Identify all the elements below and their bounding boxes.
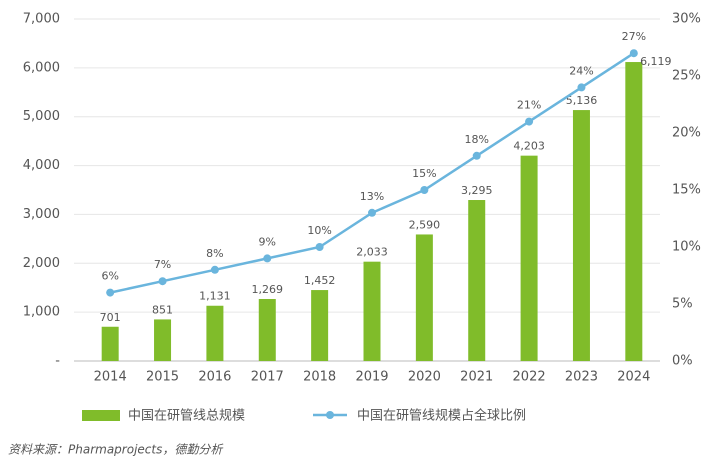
bar-label: 4,203 [513, 140, 545, 153]
bar-label: 851 [152, 303, 173, 316]
x-tick-label: 2024 [617, 370, 650, 385]
y2-tick-label: 15% [672, 183, 701, 198]
line-label: 21% [517, 99, 541, 112]
bar [468, 200, 486, 361]
line-point [158, 277, 167, 286]
bar [572, 110, 590, 361]
y-tick-label: 7,000 [23, 12, 60, 27]
bar-label: 3,295 [461, 184, 493, 197]
x-tick-label: 2021 [460, 370, 493, 385]
bar [206, 305, 224, 361]
line-label: 13% [360, 190, 384, 203]
x-tick-label: 2020 [408, 370, 441, 385]
line-point [472, 151, 481, 160]
legend-swatch [82, 410, 120, 421]
line-label: 9% [259, 235, 276, 248]
y2-tick-label: 30% [672, 12, 701, 27]
legend-swatch [326, 411, 334, 419]
x-tick-label: 2015 [146, 370, 179, 385]
y-tick-label: 3,000 [23, 207, 60, 222]
y-tick-label: 2,000 [23, 256, 60, 271]
y-tick-label: 5,000 [23, 109, 60, 124]
line-label: 24% [569, 64, 593, 77]
line-point [263, 254, 272, 263]
bar [415, 234, 433, 361]
line-point [368, 208, 376, 217]
bar [363, 261, 381, 361]
x-tick-label: 2017 [251, 370, 284, 385]
line-label: 6% [101, 270, 118, 283]
line-point [525, 117, 534, 126]
x-tick-label: 2019 [355, 370, 388, 385]
line-label: 15% [412, 167, 436, 180]
bar-label: 5,136 [566, 94, 598, 107]
y-tick-label: 6,000 [23, 60, 60, 75]
line-point [315, 243, 324, 251]
legend-label: 中国在研管线规模占全球比例 [357, 408, 526, 424]
bar [101, 326, 119, 361]
bar [258, 299, 276, 361]
bar-label: 1,131 [199, 290, 231, 303]
y-tick-label: 1,000 [23, 305, 60, 320]
y2-tick-label: 0% [672, 354, 693, 369]
line-point [420, 186, 429, 194]
y-tick-label: - [55, 354, 60, 369]
x-tick-label: 2018 [303, 370, 336, 385]
line-label: 8% [206, 247, 223, 260]
line-label: 7% [154, 258, 171, 271]
y-tick-label: 4,000 [23, 158, 60, 173]
y2-tick-label: 20% [672, 126, 701, 141]
bar-label: 701 [100, 311, 121, 324]
line-point [210, 265, 219, 274]
bar [625, 62, 643, 361]
line-point [629, 49, 638, 58]
line-point [106, 288, 115, 297]
line-label: 10% [307, 224, 331, 237]
x-tick-label: 2022 [513, 370, 546, 385]
x-tick-label: 2014 [94, 370, 127, 385]
bar [311, 290, 329, 361]
source: 资料来源：Pharmaprojects，德勤分析 [8, 443, 224, 457]
bar [520, 155, 538, 361]
x-tick-label: 2023 [565, 370, 598, 385]
line-label: 27% [622, 30, 646, 43]
bar-label: 2,033 [356, 246, 388, 259]
legend-label: 中国在研管线总规模 [128, 409, 245, 424]
line-label: 18% [465, 133, 489, 146]
x-tick-label: 2016 [198, 370, 231, 385]
y2-tick-label: 25% [672, 69, 701, 84]
bar-label: 1,269 [252, 283, 284, 296]
y2-tick-label: 5% [672, 297, 693, 312]
bar [154, 319, 172, 361]
bar-label: 1,452 [304, 274, 336, 287]
line-point [577, 83, 586, 92]
bar-label: 2,590 [409, 218, 441, 231]
bar-label: 6,119 [640, 55, 672, 68]
y2-tick-label: 10% [672, 240, 701, 255]
